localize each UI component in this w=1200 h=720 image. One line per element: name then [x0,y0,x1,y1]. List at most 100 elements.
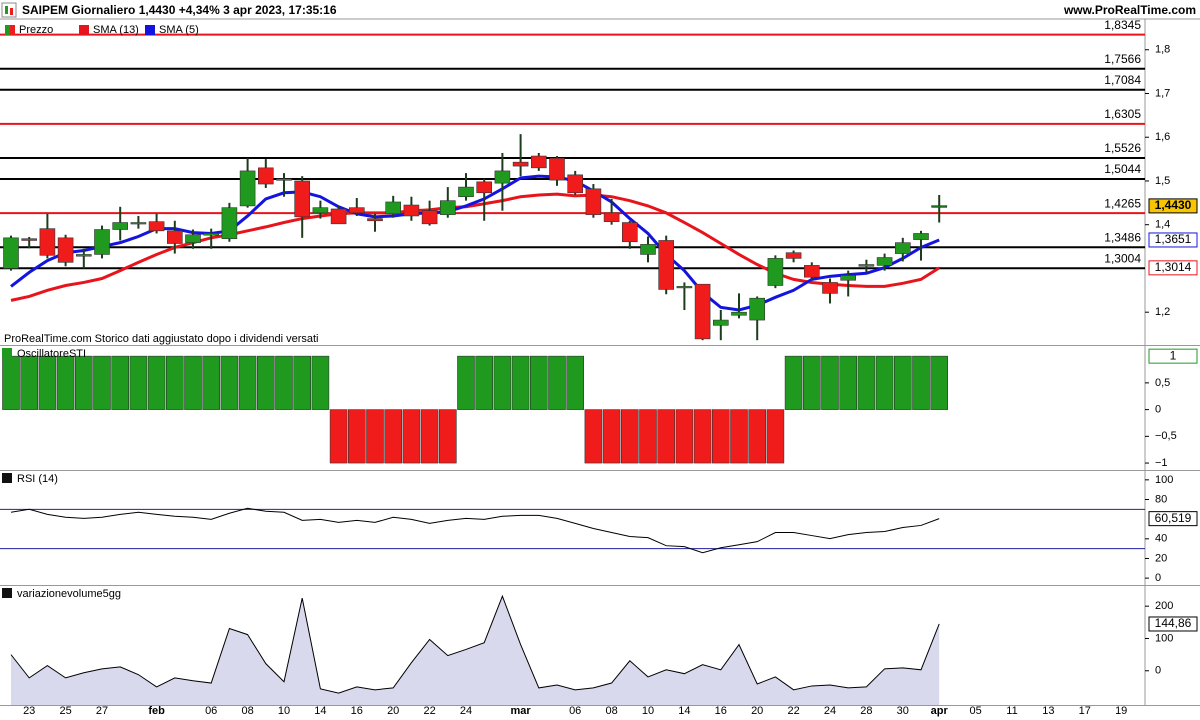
candle-body [640,244,656,255]
candle-body [876,257,893,266]
x-tick-label: feb [148,705,165,717]
note: ProRealTime.com Storico dati aggiustato … [4,333,318,345]
last-value-box [1148,616,1198,632]
y-tick-label: 1,6 [1155,131,1170,143]
candle-body [822,282,838,294]
candle-body [403,204,420,217]
x-tick-label: 16 [715,705,727,717]
x-tick-label: 19 [1115,705,1127,717]
x-tick-label: 20 [387,705,399,717]
legend-swatch [5,25,10,35]
source: www.ProRealTime.com [1063,3,1196,17]
candle-body [785,252,802,259]
candle-body [767,258,784,286]
volume-area [11,596,940,705]
candle-body [421,210,438,225]
candle-body [694,283,711,340]
oscillator-bar [75,355,93,410]
candle-body [239,170,256,207]
oscillator-bar [384,409,403,464]
oscillator-bar [548,355,566,410]
oscillator-bar [475,355,494,410]
x-tick-label: 08 [605,705,617,717]
oscillator-bar [602,409,621,464]
candle-body [585,188,602,215]
panel-legend-box [2,473,12,483]
candle-body [712,319,729,326]
sma-line [10,174,940,312]
oscillator-bar [366,409,384,464]
oscillator-bar [893,355,912,410]
oscillator-bar [693,409,712,464]
panel-title: variazionevolume5gg [17,588,121,600]
legend-label: SMA (5) [159,24,199,36]
app-icon-bar [5,6,8,14]
level-label: 1,4265 [1104,196,1141,210]
oscillator-bar [566,355,585,410]
oscillator-bar [457,355,475,410]
y-tick-label: 100 [1155,632,1173,644]
candle-body [112,222,128,230]
candle-body [731,311,747,316]
oscillator-bar [766,409,785,464]
last-value-label: 1,3651 [1155,232,1192,246]
y-tick-label: 0,5 [1155,377,1170,389]
candle-body [39,228,56,256]
level-label: 1,3004 [1104,251,1141,265]
oscillator-bar [784,355,803,410]
candle-body [621,222,638,243]
level-label: 1,8345 [1104,18,1141,32]
candle-body [840,275,857,281]
x-tick-label: 10 [642,705,654,717]
x-tick-label: 23 [23,705,35,717]
x-tick-label: 24 [460,705,472,717]
panel-title: OscillatoreSTI [17,348,86,360]
candle-body [512,161,529,167]
y-tick-label: 0 [1155,404,1161,416]
oscillator-bar [56,355,75,410]
candle-body [185,234,201,243]
oscillator-bar [220,355,239,410]
candle-body [94,229,110,255]
oscillator-bar [675,409,694,464]
candle-body [76,254,92,257]
last-value-label: 1,3014 [1155,260,1192,274]
oscillator-bar [875,355,894,410]
last-value-box [1148,511,1198,527]
y-tick-label: 0 [1155,665,1161,677]
oscillator-bar [639,409,657,464]
oscillator-bar [38,355,57,410]
oscillator-bar [620,409,639,464]
x-tick-label: 11 [1006,705,1017,717]
y-tick-label: 0 [1155,572,1161,584]
candle-body [312,207,329,214]
legend-label: Prezzo [19,24,53,36]
last-value-label: 1 [1170,348,1177,362]
y-tick-label: 1,5 [1155,175,1170,187]
legend-label: SMA (13) [93,24,139,36]
candle-body [858,264,875,267]
oscillator-bar [493,355,512,410]
last-value-label: 144,86 [1155,616,1192,630]
candle-body [913,233,929,240]
candle-body [549,157,565,181]
oscillator-bar [711,409,730,464]
last-value-label: 1,4430 [1155,198,1192,212]
candle-body [676,286,693,289]
app-icon [1,2,17,18]
chart-title: SAIPEM Giornaliero 1,4430 +4,34% 3 apr 2… [22,3,337,17]
oscillator-bar [930,355,949,410]
oscillator-bar [147,355,166,410]
x-tick-label: 28 [860,705,872,717]
level-label: 1,7566 [1104,52,1141,66]
oscillator-bar [202,355,220,410]
candle-body [603,212,620,222]
candle-body [749,297,766,321]
candle-body [530,155,547,169]
candle-body [203,233,219,236]
last-value-box [1148,232,1198,248]
y-tick-label: 1,7 [1155,87,1170,99]
legend-swatch [145,25,155,35]
oscillator-bar [802,355,821,410]
